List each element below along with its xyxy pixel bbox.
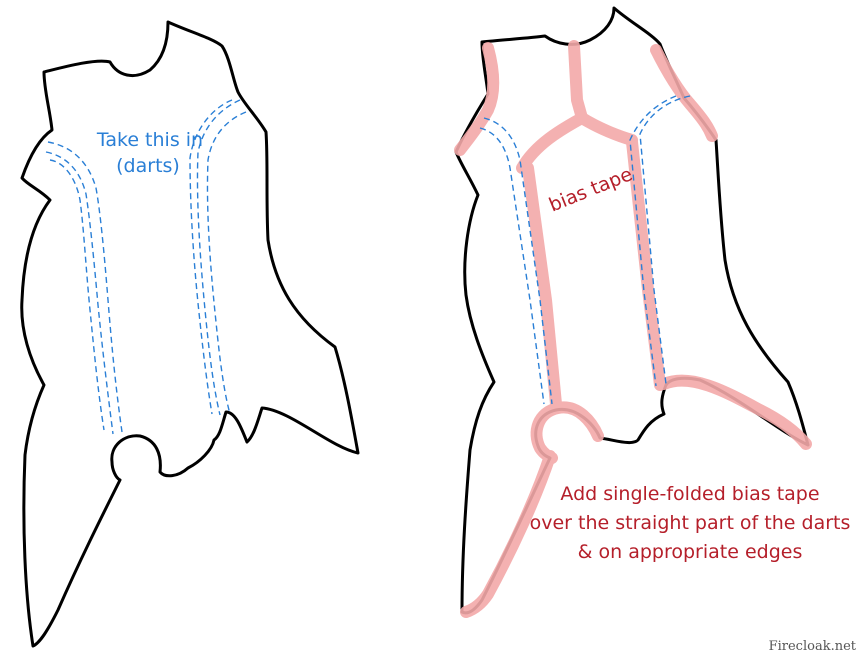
bias-tape-strips <box>454 40 812 618</box>
tape-dart-left <box>522 162 562 410</box>
left-dart-1a <box>47 141 123 433</box>
tape-curve-cut <box>530 401 604 464</box>
left-dart-2a <box>196 99 241 416</box>
left-dart-1c <box>49 159 105 431</box>
left-dart-label-line2: (darts) <box>116 155 180 177</box>
right-pattern-piece: bias tape Add single-folded bias tape ov… <box>454 6 851 618</box>
right-dart-1b <box>479 127 545 405</box>
left-dart-lines <box>45 99 247 435</box>
right-dart-1a <box>483 117 553 405</box>
note-line-1: Add single-folded bias tape <box>560 483 819 505</box>
left-dart-label-line1: Take this in <box>96 129 203 151</box>
note-line-3: & on appropriate edges <box>578 541 803 563</box>
right-dart-2b <box>629 95 677 387</box>
tape-right-shoulder <box>650 44 718 142</box>
tape-yoke-left <box>516 112 588 174</box>
tape-neck-center <box>568 40 588 124</box>
left-pattern-piece: Take this in (darts) <box>20 20 360 648</box>
tape-front-edge <box>460 450 556 618</box>
tape-left-shoulder <box>454 42 500 156</box>
site-credit: Firecloak.net <box>769 639 857 654</box>
tape-bottom-hem <box>658 374 812 450</box>
note-line-2: over the straight part of the darts <box>530 512 851 534</box>
left-dart-1b <box>45 151 114 435</box>
left-dart-2c <box>189 99 233 415</box>
left-piece-outline <box>20 20 360 648</box>
tape-dart-right <box>626 136 666 391</box>
right-dart-2a <box>639 95 691 385</box>
right-dart-lines <box>479 95 691 405</box>
